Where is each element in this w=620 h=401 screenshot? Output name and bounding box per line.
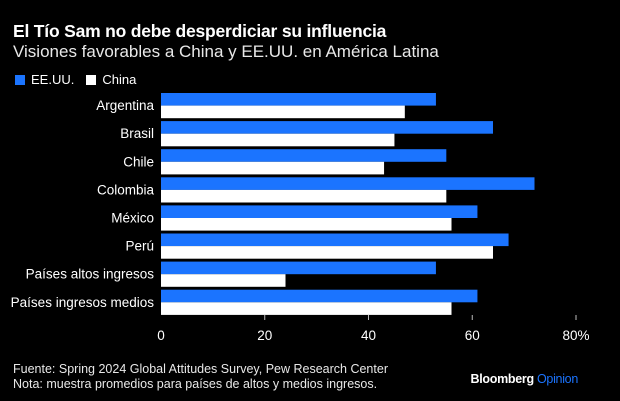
bar-china-3 [161, 189, 447, 203]
x-tick-label: 80% [562, 328, 589, 343]
category-label: Países ingresos medios [11, 295, 155, 310]
legend-swatch-china [86, 74, 97, 85]
chart-title: El Tío Sam no debe desperdiciar su influ… [13, 21, 387, 41]
category-label: Países altos ingresos [26, 267, 155, 282]
bar-us-7 [161, 289, 478, 303]
brand-logo: Bloomberg Opinion [470, 372, 579, 386]
legend-swatch-us [15, 74, 25, 85]
category-label: Chile [123, 154, 154, 169]
brand-sub: Opinion [537, 372, 578, 386]
bar-us-4 [161, 205, 478, 218]
category-label: Perú [125, 239, 154, 254]
bar-china-2 [161, 161, 385, 175]
category-label: Argentina [96, 98, 154, 113]
bar-us-1 [161, 121, 493, 134]
category-label: Colombia [97, 182, 155, 197]
bar-us-3 [161, 177, 535, 190]
x-tick-label: 40 [361, 328, 376, 343]
methodology-note: Nota: muestra promedios para países de a… [13, 377, 378, 391]
bar-china-5 [161, 246, 493, 259]
legend-label-china: China [102, 72, 137, 87]
legend: EE.UU. China [15, 72, 148, 87]
legend-item-china: China [86, 72, 136, 87]
legend-item-us: EE.UU. [15, 72, 74, 87]
source-note: Fuente: Spring 2024 Global Attitudes Sur… [13, 362, 388, 376]
bar-us-0 [161, 93, 436, 106]
brand-main: Bloomberg [470, 372, 535, 386]
bar-china-1 [161, 133, 395, 147]
x-tick-label: 0 [157, 328, 165, 343]
bar-us-2 [161, 149, 447, 162]
bar-china-6 [161, 274, 286, 287]
category-label: México [111, 211, 154, 226]
bar-us-6 [161, 261, 436, 275]
x-tick-label: 60 [465, 328, 480, 343]
chart-subtitle: Visiones favorables a China y EE.UU. en … [13, 42, 439, 61]
category-label: Brasil [120, 126, 154, 141]
bar-china-4 [161, 218, 452, 231]
bar-china-0 [161, 105, 405, 119]
x-tick-label: 20 [257, 328, 272, 343]
bar-us-5 [161, 233, 509, 247]
legend-label-us: EE.UU. [31, 72, 75, 87]
footnote: Fuente: Spring 2024 Global Attitudes Sur… [13, 362, 388, 392]
bar-china-7 [161, 302, 452, 315]
